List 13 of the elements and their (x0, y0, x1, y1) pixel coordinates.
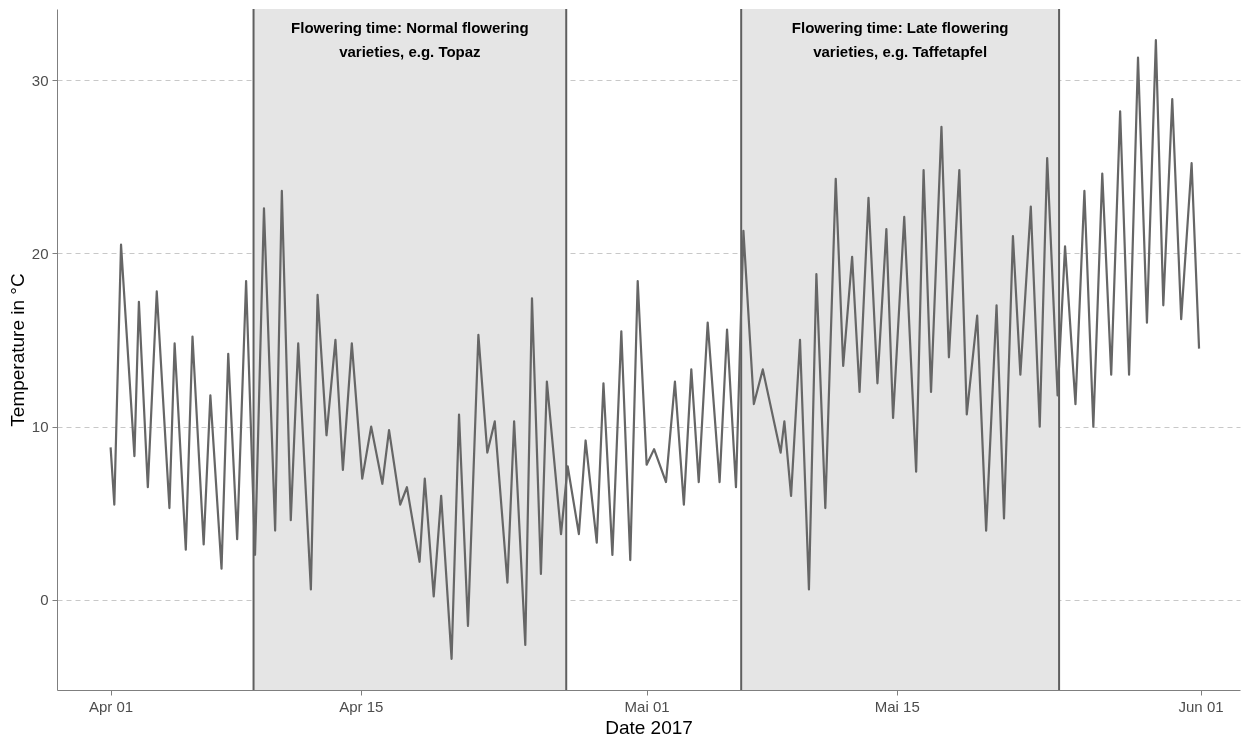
x-axis-title: Date 2017 (605, 716, 693, 738)
band-label: Flowering time: Late flowering varieties, e.g. Taffetapfel (791, 19, 1009, 60)
x-tick-label: Mai 01 (624, 697, 670, 715)
x-tick-label: Apr 01 (89, 697, 134, 715)
x-tick-label: Jun 01 (1178, 697, 1224, 715)
y-tick-label: 0 (40, 591, 49, 609)
y-tick-label: 30 (31, 71, 49, 89)
x-tick-label: Apr 15 (339, 697, 384, 715)
x-tick-label: Mai 15 (874, 697, 920, 715)
band-label: Flowering time: Normal flowering varieties, e.g. Topaz (291, 19, 529, 60)
y-tick-label: 10 (31, 418, 49, 436)
y-axis-title: Temperature in °C (6, 273, 28, 427)
y-tick-label: 20 (31, 244, 49, 262)
